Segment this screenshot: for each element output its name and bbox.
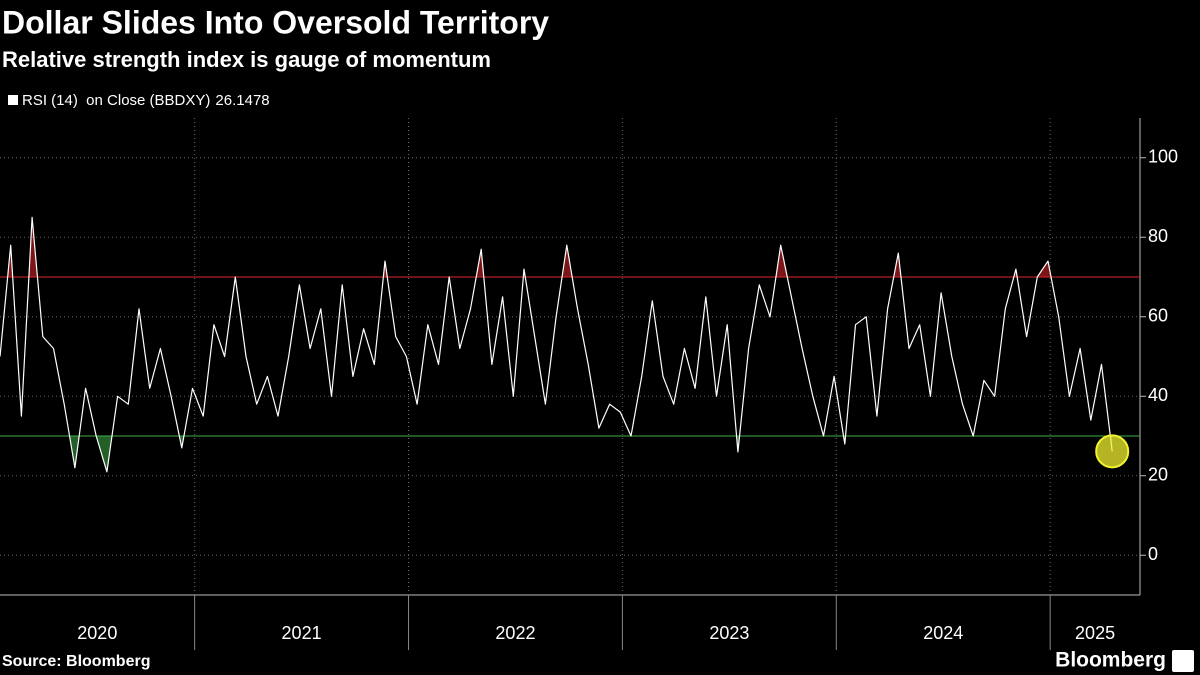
chart-title: Dollar Slides Into Oversold Territory — [2, 4, 549, 40]
line — [0, 216, 1113, 473]
y-tick-label: 40 — [1148, 385, 1168, 405]
x-tick-label: 2022 — [495, 623, 535, 643]
chart-subtitle: Relative strength index is gauge of mome… — [2, 47, 491, 72]
x-tick-label: 2024 — [923, 623, 963, 643]
x-tick-label: 2021 — [282, 623, 322, 643]
x-tick-label: 2023 — [709, 623, 749, 643]
x-tick-label: 2020 — [77, 623, 117, 643]
legend-value: 26.1478 — [215, 92, 269, 109]
highlight — [1095, 434, 1130, 469]
legend-label: RSI (14) on Close (BBDXY) — [22, 92, 210, 109]
y-tick-label: 0 — [1148, 544, 1158, 564]
y-tick-label: 20 — [1148, 465, 1168, 485]
y-tick-label: 60 — [1148, 306, 1168, 326]
brand: Bloomberg — [1055, 649, 1166, 672]
y-tick-label: 80 — [1148, 226, 1168, 246]
source: Source: Bloomberg — [2, 653, 150, 670]
y-tick-label: 100 — [1148, 147, 1178, 167]
brand-icon — [1172, 650, 1194, 672]
legend-swatch — [8, 95, 18, 105]
x-tick-label: 2025 — [1075, 623, 1115, 643]
